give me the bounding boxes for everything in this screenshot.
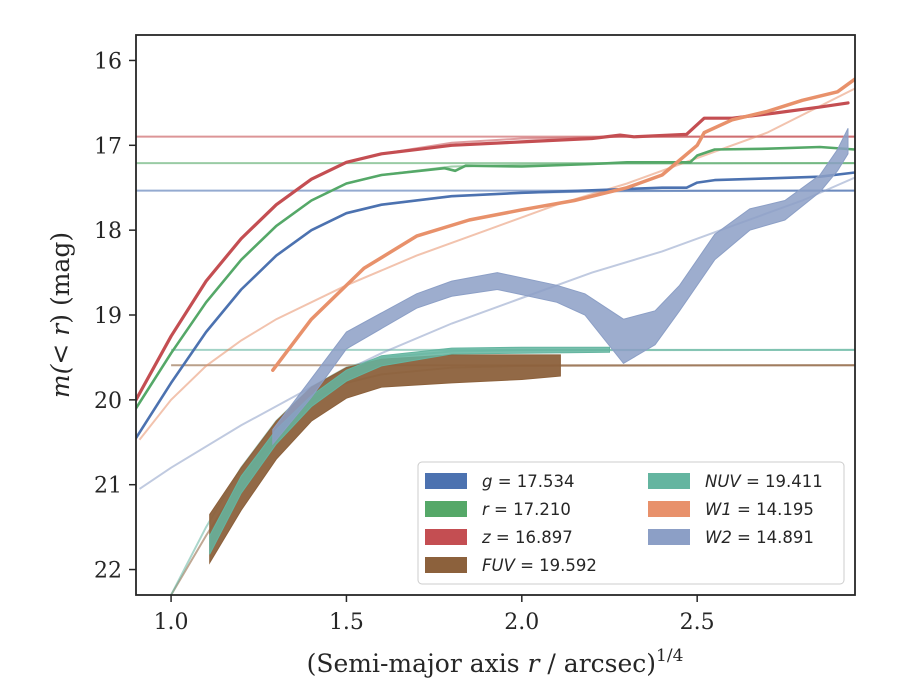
legend-label-w2: W2 = 14.891 (705, 528, 814, 547)
observed-curve-r (136, 145, 855, 410)
axes-layer: 1.0 1.5 2.0 2.5 16 17 18 19 20 21 22 (94, 49, 715, 635)
legend-swatch-nuv (648, 473, 690, 489)
legend-label-r: r = 17.210 (482, 500, 571, 519)
y-tick-label: 21 (94, 474, 122, 499)
legend-label-z: z = 16.897 (481, 528, 573, 547)
y-tick-label: 18 (94, 219, 122, 244)
y-tick-label: 16 (94, 49, 122, 74)
x-axis-label: (Semi-major axis r / arcsec)1/4 (307, 646, 684, 678)
y-tick-label: 19 (94, 304, 122, 329)
legend-swatch-z (425, 529, 467, 545)
observed-curve-g (136, 171, 855, 440)
x-tick-label: 1.0 (154, 610, 189, 635)
y-tick-label: 17 (94, 134, 122, 159)
y-tick-label: 20 (94, 389, 122, 414)
plot-frame (135, 34, 856, 596)
legend-swatch-r (425, 501, 467, 517)
legend-swatch-w2 (648, 529, 690, 545)
legend-label-w1: W1 = 14.195 (705, 500, 814, 519)
legend-swatch-g (425, 473, 467, 489)
legend-label-nuv: NUV = 19.411 (705, 472, 823, 491)
y-tick-label: 22 (94, 559, 122, 584)
legend-swatch-fuv (425, 557, 467, 573)
model-curve-w1 (138, 87, 855, 441)
x-tick-label: 2.5 (680, 610, 715, 635)
x-tick-label: 1.5 (329, 610, 364, 635)
legend-box (417, 461, 845, 585)
observed-curve-w1 (271, 77, 855, 372)
x-tick-label: 2.0 (504, 610, 539, 635)
legend-label-g: g = 17.534 (482, 472, 575, 491)
legend: g = 17.534 r = 17.210 z = 16.897 FUV = 19.5… (417, 461, 845, 585)
y-axis-label: m(< r) (mag) (46, 232, 75, 398)
legend-swatch-w1 (648, 501, 690, 517)
series-layer (136, 77, 855, 595)
observed-band-w2 (272, 128, 849, 446)
legend-label-fuv: FUV = 19.592 (482, 556, 597, 575)
